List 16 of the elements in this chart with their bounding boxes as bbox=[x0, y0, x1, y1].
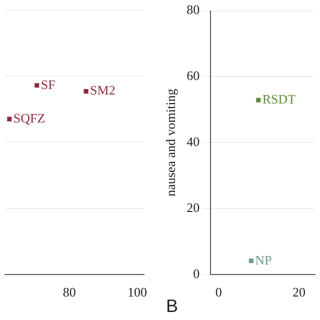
y-tick-label: 80 bbox=[186, 2, 200, 18]
y-tick-label: 60 bbox=[186, 68, 200, 84]
y-axis-title: nausea and vomiting bbox=[163, 88, 178, 196]
x-tick-label: 20 bbox=[292, 284, 306, 300]
y-tick-label: 40 bbox=[186, 134, 200, 150]
x-tick-label: 80 bbox=[62, 284, 76, 300]
y-tick-label: 20 bbox=[186, 200, 200, 215]
series-label: NP bbox=[255, 252, 272, 268]
y-tick-label: 0 bbox=[193, 266, 200, 281]
x-tick-label: 100 bbox=[127, 284, 147, 300]
x-tick-label: 0 bbox=[215, 284, 222, 300]
series-label: SM2 bbox=[90, 82, 116, 98]
series-label: RSDT bbox=[262, 92, 296, 107]
series-label: SQFZ bbox=[13, 110, 46, 126]
series-label: SF bbox=[40, 76, 56, 92]
text: B bbox=[166, 296, 178, 317]
